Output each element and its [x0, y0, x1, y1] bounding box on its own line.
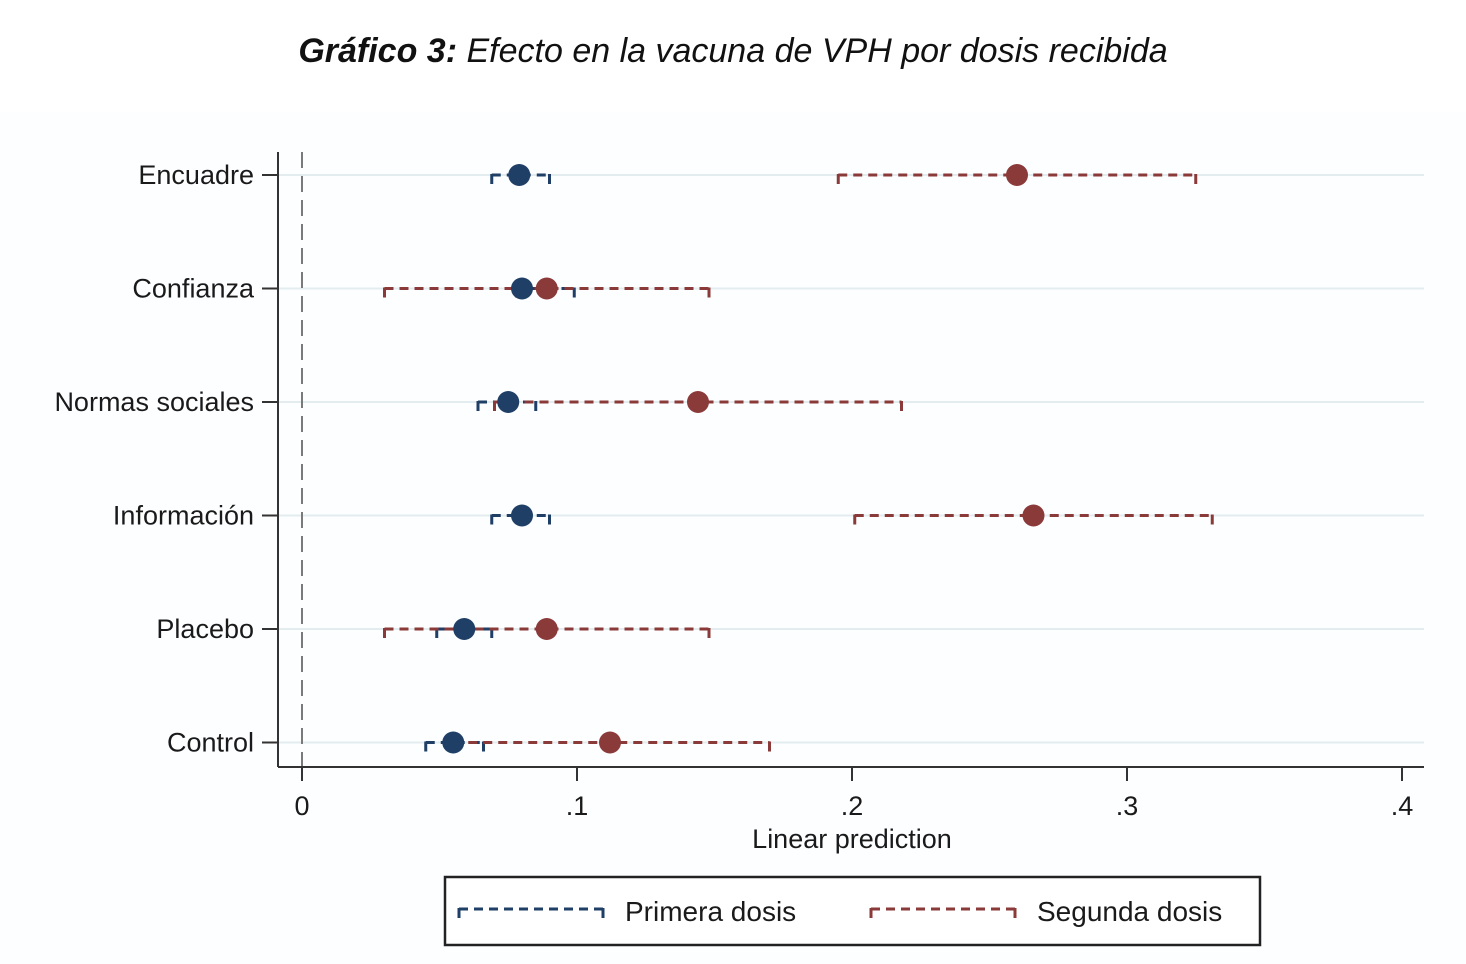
plot-panel: Encuadre Confianza Normas sociales Informac… [0, 112, 1466, 964]
xtick-label-0: 0 [294, 791, 309, 821]
xtick-label-3: .3 [1116, 791, 1139, 821]
xtick-label-4: .4 [1391, 791, 1414, 821]
point-segunda-dosis-encuadre [1006, 164, 1028, 186]
category-label-encuadre: Encuadre [138, 160, 254, 190]
point-primera-dosis-confianza [511, 277, 533, 300]
legend-key-segunda-dosis [869, 907, 1017, 918]
legend-box [443, 875, 1262, 947]
point-primera-dosis-control [442, 731, 465, 754]
point-segunda-dosis-normas-sociales [687, 391, 709, 413]
axis-labels: Encuadre Confianza Normas sociales Informac… [54, 160, 1413, 854]
legend-key-primera-dosis [457, 907, 605, 918]
x-axis-title: Linear prediction [752, 824, 952, 854]
category-label-normas-sociales: Normas sociales [54, 387, 254, 417]
point-primera-dosis-encuadre [508, 164, 531, 186]
point-segunda-dosis-informacion [1022, 504, 1045, 527]
series-segunda-dosis [383, 173, 1214, 752]
data-series [383, 164, 1214, 754]
legend-label-primera-dosis: Primera dosis [625, 896, 796, 927]
category-label-control: Control [167, 728, 254, 758]
point-segunda-dosis-confianza [535, 277, 558, 300]
point-segunda-dosis-placebo [535, 618, 558, 640]
point-primera-dosis-normas-sociales [497, 391, 520, 413]
series-primera-dosis [424, 173, 576, 752]
category-label-confianza: Confianza [132, 274, 255, 304]
chart-title-rest: Efecto en la vacuna de VPH por dosis rec… [457, 32, 1168, 70]
xtick-label-2: .2 [841, 791, 864, 821]
chart-svg: Encuadre Confianza Normas sociales Informac… [54, 152, 1424, 947]
chart-title: Gráfico 3: Efecto en la vacuna de VPH po… [0, 32, 1466, 71]
chart-title-bold: Gráfico 3: [298, 32, 458, 70]
grid-lines [278, 174, 1424, 744]
markers-segunda-dosis [535, 164, 1045, 754]
point-segunda-dosis-control [599, 731, 621, 754]
point-primera-dosis-placebo [453, 618, 476, 640]
legend: Primera dosis Segunda dosis [443, 875, 1262, 947]
category-label-informacion: Información [113, 501, 254, 531]
legend-label-segunda-dosis: Segunda dosis [1037, 896, 1222, 927]
category-label-placebo: Placebo [156, 614, 254, 644]
xtick-label-1: .1 [566, 791, 589, 821]
axes [262, 152, 1424, 781]
markers-primera-dosis [442, 164, 533, 754]
point-primera-dosis-informacion [511, 504, 533, 527]
